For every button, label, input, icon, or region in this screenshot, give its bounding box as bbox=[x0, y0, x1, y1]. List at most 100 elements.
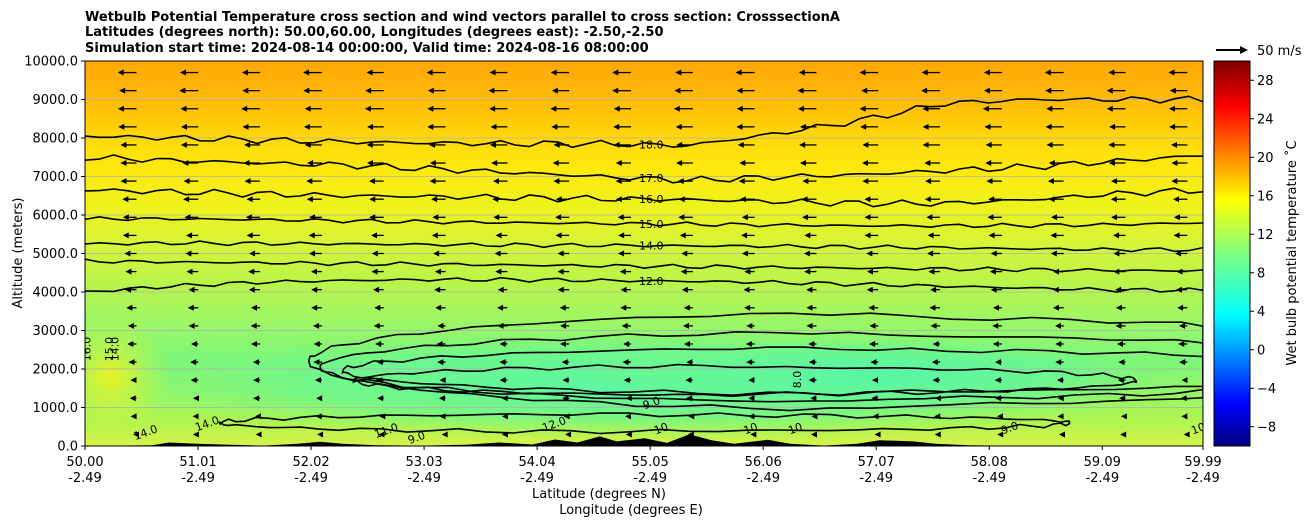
wind-vector-head bbox=[120, 178, 127, 185]
wind-vector-head bbox=[120, 141, 127, 148]
wind-vector-head bbox=[499, 340, 506, 347]
wind-vector-head bbox=[126, 304, 133, 311]
wind-vector-head bbox=[681, 286, 688, 293]
y-tick-label: 1000.0 bbox=[33, 401, 79, 416]
wind-vector-head bbox=[565, 431, 572, 438]
colorbar-tick-label: 16 bbox=[1257, 189, 1274, 204]
wind-vector-head bbox=[184, 214, 191, 221]
wind-vector-head bbox=[127, 340, 134, 347]
wind-vector-head bbox=[866, 286, 873, 293]
wind-vector-head bbox=[683, 304, 690, 311]
wind-vector-head bbox=[311, 286, 318, 293]
wind-vector-head bbox=[249, 250, 256, 257]
y-tick-label: 5000.0 bbox=[33, 247, 79, 262]
wind-vector-head bbox=[255, 431, 262, 438]
wind-vector-head bbox=[559, 340, 566, 347]
quiver-key: 50 m/s bbox=[1216, 44, 1302, 59]
wind-vector-head bbox=[1055, 340, 1062, 347]
wind-vector-head bbox=[1120, 431, 1127, 438]
wind-vector-head bbox=[988, 196, 995, 203]
x-tick-label-lon: -2.49 bbox=[181, 471, 215, 486]
wind-vector-head bbox=[1051, 214, 1058, 221]
wind-vector-head bbox=[1046, 105, 1053, 112]
x-tick-label-lat: 59.09 bbox=[1084, 455, 1121, 470]
x-tick-label-lon: -2.49 bbox=[746, 471, 780, 486]
wind-vector-head bbox=[439, 413, 446, 420]
wind-vector-head bbox=[376, 377, 383, 384]
wind-vector-head bbox=[313, 340, 320, 347]
wind-vector-head bbox=[997, 431, 1004, 438]
wind-vector-head bbox=[1181, 413, 1188, 420]
wind-vector-head bbox=[990, 286, 997, 293]
wind-vector-head bbox=[859, 69, 866, 76]
wind-vector-head bbox=[810, 431, 817, 438]
contour-label: 9.0 bbox=[641, 394, 662, 412]
contour-label: 12.0 bbox=[639, 275, 664, 288]
wind-vector-head bbox=[429, 141, 436, 148]
wind-vector-head bbox=[744, 304, 751, 311]
wind-vector-head bbox=[870, 359, 877, 366]
wind-vector-head bbox=[623, 340, 630, 347]
wind-vector-head bbox=[613, 123, 620, 130]
wind-vector-head bbox=[929, 304, 936, 311]
wind-vector-head bbox=[1113, 232, 1120, 239]
wind-vector-head bbox=[746, 322, 753, 329]
wind-vector-head bbox=[488, 87, 495, 94]
wind-vector-head bbox=[862, 160, 869, 167]
wind-vector-head bbox=[188, 322, 195, 329]
wind-vector-head bbox=[122, 214, 129, 221]
x-axis-label-lat: Latitude (degrees N) bbox=[532, 487, 666, 502]
wind-vector-head bbox=[799, 123, 806, 130]
wind-vector-head bbox=[686, 395, 693, 402]
wind-vector-head bbox=[683, 340, 690, 347]
wind-vector-head bbox=[439, 377, 446, 384]
contour-label: 10 bbox=[787, 420, 805, 437]
wind-vectors bbox=[117, 69, 1190, 438]
wind-vector-head bbox=[241, 69, 248, 76]
wind-vector-head bbox=[501, 413, 508, 420]
wind-vector-head bbox=[1106, 105, 1113, 112]
wind-vector-head bbox=[369, 214, 376, 221]
wind-vector-head bbox=[374, 304, 381, 311]
wind-vector-head bbox=[675, 69, 682, 76]
wind-vector-head bbox=[680, 268, 687, 275]
wind-vector-head bbox=[613, 141, 620, 148]
wind-vector-head bbox=[248, 268, 255, 275]
wind-vector-head bbox=[304, 105, 311, 112]
colorbar-frame bbox=[1213, 60, 1251, 447]
wind-vector-head bbox=[499, 377, 506, 384]
wind-vector-head bbox=[371, 232, 378, 239]
wind-vector-head bbox=[1109, 123, 1116, 130]
wind-vector-head bbox=[868, 304, 875, 311]
wind-vector-head bbox=[180, 105, 187, 112]
wind-vector-head bbox=[315, 377, 322, 384]
wind-vector-head bbox=[1118, 359, 1125, 366]
wind-vector-head bbox=[562, 395, 569, 402]
wind-vector-head bbox=[994, 359, 1001, 366]
wind-vector-head bbox=[182, 160, 189, 167]
wind-vector-head bbox=[934, 395, 941, 402]
wind-vector-head bbox=[490, 123, 497, 130]
contour-line bbox=[85, 258, 1203, 273]
wind-vector-head bbox=[313, 359, 320, 366]
wind-vector-head bbox=[119, 87, 126, 94]
wind-vector-head bbox=[373, 322, 380, 329]
wind-vector-head bbox=[745, 340, 752, 347]
wind-vector-head bbox=[124, 250, 131, 257]
wind-vector-head bbox=[871, 395, 878, 402]
y-tick-label: 7000.0 bbox=[33, 170, 79, 185]
wind-vector-head bbox=[675, 123, 682, 130]
wind-vector-head bbox=[615, 196, 622, 203]
wind-vector-head bbox=[1047, 178, 1054, 185]
wind-vector-head bbox=[1171, 160, 1178, 167]
wind-vector-head bbox=[1108, 69, 1115, 76]
wind-vector-head bbox=[934, 431, 941, 438]
y-tick-label: 0.0 bbox=[57, 440, 78, 455]
contour-line bbox=[217, 412, 1071, 435]
wind-vector-head bbox=[369, 196, 376, 203]
wind-vector-head bbox=[379, 413, 386, 420]
wind-vector-head bbox=[1177, 304, 1184, 311]
wind-vector-head bbox=[128, 359, 135, 366]
wind-vector-head bbox=[736, 87, 743, 94]
wind-vector-head bbox=[987, 214, 994, 221]
